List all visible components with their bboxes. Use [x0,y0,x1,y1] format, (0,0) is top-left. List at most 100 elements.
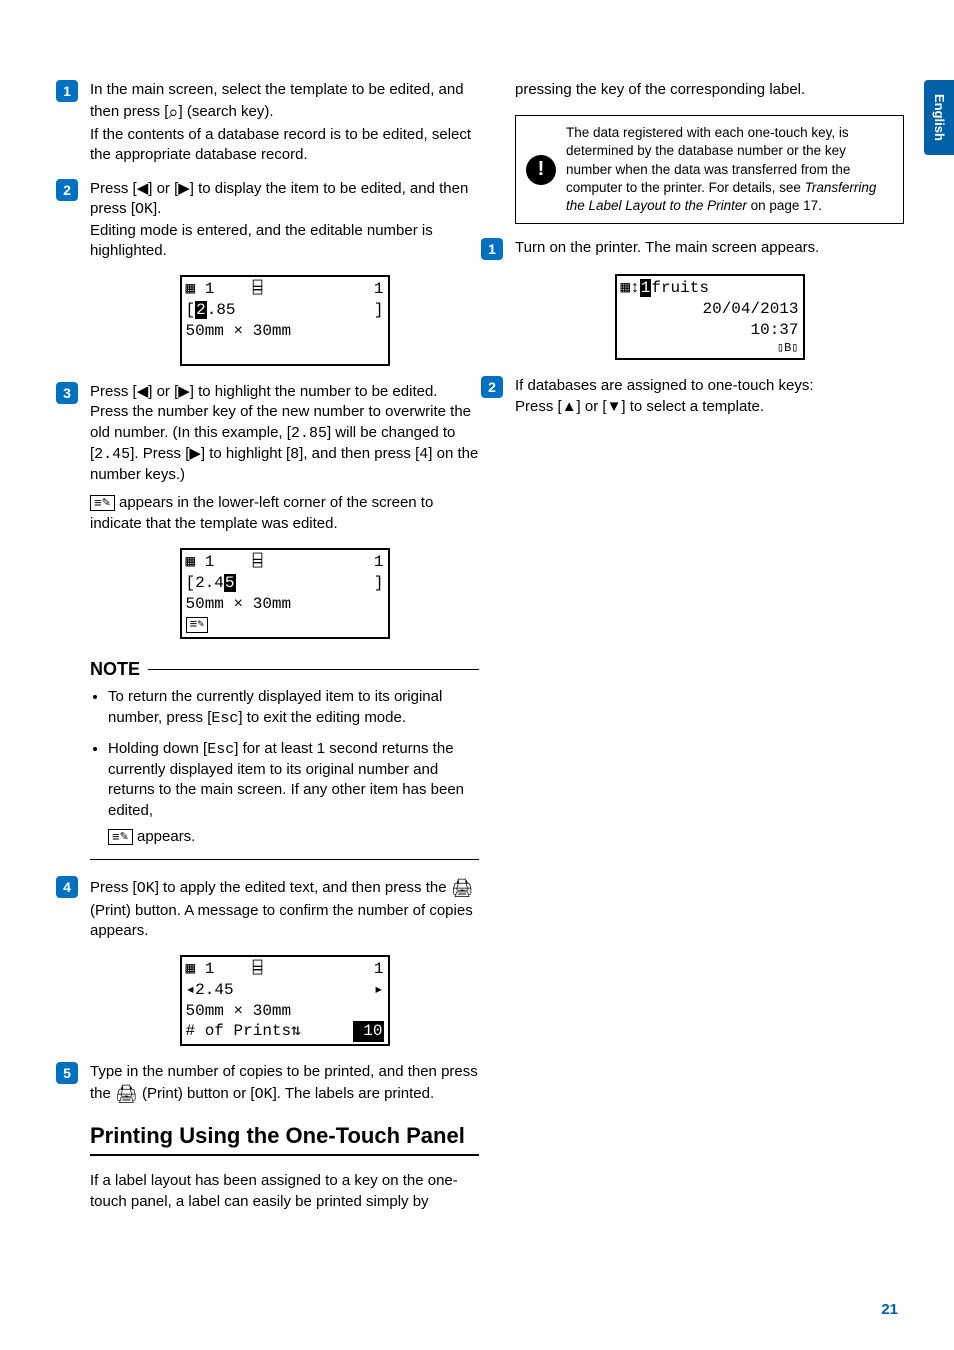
lcd-row: ▸ [374,980,384,1001]
lcd-display-2: ▦ 1 ⌸1 [2.45] 50mm × 30mm ≡ [180,548,390,639]
step-1-part-b: ] (search key). [178,103,273,120]
t: ] to select a template. [621,398,764,415]
t: ] or [ [148,383,178,400]
ok-key: OK [255,1086,273,1103]
step-number-1: 1 [56,80,78,102]
t: ] or [ [577,398,607,415]
step-number-2: 2 [56,179,78,201]
lcd-hl: 5 [224,574,236,592]
otp-step-2: 2 If databases are assigned to one-touch… [515,376,904,417]
t: If databases are assigned to one-touch k… [515,377,814,394]
otp-2-text: If databases are assigned to one-touch k… [515,376,904,417]
edited-icon-lcd: ≡ [186,617,208,633]
step-5-text: Type in the number of copies to be print… [90,1062,479,1107]
step-2: 2 Press [◀] or [▶] to display the item t… [90,179,479,261]
lcd-row: [ [186,301,196,319]
lcd-row: 1 [374,552,384,573]
t: Editing mode is entered, and the editabl… [90,222,433,259]
lcd-display-3: ▦ 1 ⌸1 ◂2.45▸ 50mm × 30mm # of Prints⇅ 1… [180,955,390,1046]
code: 8 [290,446,299,463]
lcd-row: 10:37 [621,320,799,341]
lcd-row: fruits [651,279,709,297]
lcd-row: 50mm × 30mm [186,1001,384,1022]
step-3-text: Press [◀] or [▶] to highlight the number… [90,382,479,534]
step-1: 1 In the main screen, select the templat… [90,80,479,165]
lcd-row: [2.4 [186,574,224,592]
code: 2.85 [291,425,327,442]
esc-key: Esc [207,741,234,758]
t: ]. Press [ [130,445,189,462]
t: Press [ [90,383,137,400]
code: 4 [419,446,428,463]
t: Press [ [515,398,562,415]
t: appears in the lower-left corner of the … [90,494,433,531]
t: (Print) button. A message to confirm the… [90,902,473,939]
lcd-hl: 2 [195,301,207,319]
section-heading: Printing Using the One-Touch Panel [90,1121,479,1157]
lcd-row: ] [374,300,384,321]
info-callout: ! The data registered with each one-touc… [515,115,904,224]
note-heading: NOTE [90,657,479,681]
note-item-2: Holding down [Esc] for at least 1 second… [108,739,479,847]
lcd-row: ▦ 1 ⌸ [186,279,263,300]
lcd-row: 1 [374,279,384,300]
note-list: To return the currently displayed item t… [90,687,479,847]
step-4: 4 Press [OK] to apply the edited text, a… [90,876,479,941]
lcd-row: ◂2.45 [186,980,234,1001]
step-5: 5 Type in the number of copies to be pri… [90,1062,479,1107]
t: ] or [ [148,180,178,197]
t: ] to highlight [ [201,445,290,462]
lcd-hl: 1 [640,279,652,297]
code: 2.45 [94,446,130,463]
print-icon: 🖨 [115,1084,138,1104]
note-title-text: NOTE [90,657,140,681]
lcd-display-4: ▦↕1fruits 20/04/2013 10:37 ▯B▯ [615,274,805,360]
step-number-5: 5 [56,1062,78,1084]
callout-text: The data registered with each one-touch … [566,124,893,215]
lcd-row: ▦↕ [621,279,640,297]
t: Press [ [90,879,137,896]
search-icon: ⌕ [168,102,178,122]
t: Press [ [90,180,137,197]
t: ] to apply the edited text, and then pre… [155,879,451,896]
lcd-row: # of Prints [186,1022,292,1040]
edited-icon: ≡ [90,495,115,511]
lcd-row: ▦ 1 ⌸ [186,959,263,980]
note-item-1: To return the currently displayed item t… [108,687,479,729]
step-1-part-a: In the main screen, select the template … [90,81,464,120]
page: English 1 In the main screen, select the… [0,0,954,1350]
step-2-text: Press [◀] or [▶] to display the item to … [90,179,479,261]
t: ], and then press [ [299,445,419,462]
step-number-2b: 2 [481,376,503,398]
t: ] to exit the editing mode. [238,709,406,726]
print-icon: 🖨 [451,878,474,898]
lcd-row: ▦ 1 ⌸ [186,552,263,573]
ok-key: OK [137,880,155,897]
t: on page 17. [747,198,822,213]
step-4-text: Press [OK] to apply the edited text, and… [90,876,479,941]
lcd-row: 50mm × 30mm [186,594,384,615]
step-1-note: If the contents of a database record is … [90,126,471,163]
step-1-text: In the main screen, select the template … [90,80,479,165]
lcd-row: 50mm × 30mm [186,321,384,342]
warning-icon: ! [526,155,556,185]
t: appears. [133,828,196,845]
lcd-row: 20/04/2013 [621,299,799,320]
step-number-1b: 1 [481,238,503,260]
esc-key: Esc [211,710,238,727]
step-number-4: 4 [56,876,78,898]
otp-step-1: 1 Turn on the printer. The main screen a… [515,238,904,260]
lcd-row: 1 [374,959,384,980]
step-3: 3 Press [◀] or [▶] to highlight the numb… [90,382,479,534]
edited-icon: ≡ [108,829,133,845]
note-rule [148,669,479,670]
content-columns: 1 In the main screen, select the templat… [90,80,904,1230]
language-tab: English [924,80,954,155]
step-number-3: 3 [56,382,78,404]
lcd-display-1: ▦ 1 ⌸ 1 [2.85] 50mm × 30mm [180,275,390,366]
page-number: 21 [881,1300,898,1320]
otp-1-text: Turn on the printer. The main screen app… [515,238,904,258]
lcd-hl: 10 [353,1021,384,1042]
t: (Print) button or [ [138,1085,255,1102]
lcd-row: .85 [207,301,236,319]
